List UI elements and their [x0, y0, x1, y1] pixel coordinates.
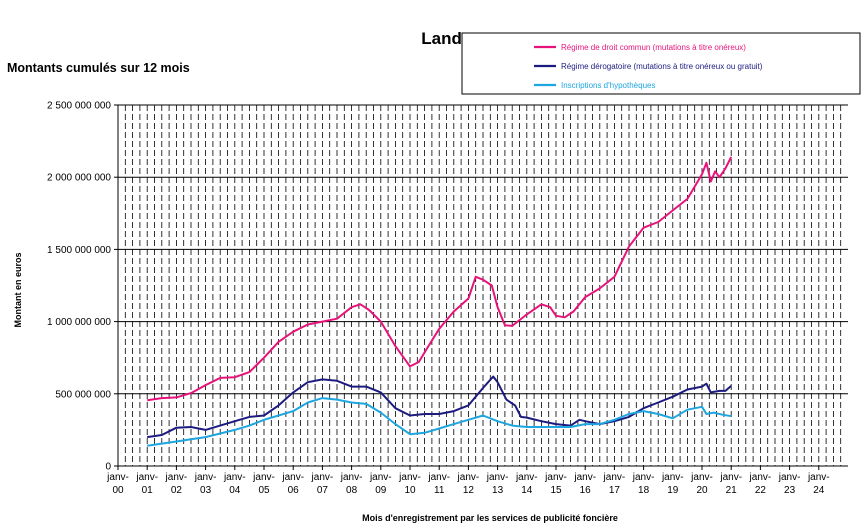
legend-label: Régime de droit commun (mutations à titr… — [561, 43, 746, 52]
x-tick-label-year: 23 — [784, 485, 796, 496]
x-tick-label-year: 18 — [638, 485, 650, 496]
x-tick-label-year: 12 — [463, 485, 475, 496]
x-tick-label-month: janv- — [223, 472, 246, 483]
x-tick-label-year: 10 — [404, 485, 416, 496]
series-lines — [147, 156, 733, 447]
series-line — [147, 397, 732, 447]
x-tick-label-month: janv- — [135, 472, 158, 483]
x-tick-label-year: 11 — [434, 485, 445, 496]
x-tick-label-year: 13 — [492, 485, 504, 496]
x-tick-label-month: janv- — [398, 472, 421, 483]
horizontal-gridlines — [118, 104, 848, 395]
x-tick-label-month: janv- — [807, 472, 830, 483]
x-tick-label-year: 19 — [667, 485, 679, 496]
x-tick-labels: janv- 00 janv- 01 janv- 02 janv- 03 janv- 04 janv-… — [106, 466, 830, 496]
x-tick-label-month: janv- — [515, 472, 538, 483]
x-tick-label-month: janv- — [427, 472, 450, 483]
axes — [117, 105, 848, 467]
x-tick-label-year: 16 — [580, 485, 592, 496]
y-tick-label: 0 — [105, 462, 111, 473]
x-tick-label-month: janv- — [661, 472, 684, 483]
x-tick-label-month: janv- — [603, 472, 626, 483]
x-tick-label-month: janv- — [573, 472, 596, 483]
y-tick-label: 500 000 000 — [55, 389, 111, 400]
series-line — [147, 156, 733, 402]
y-axis-title: Montant en euros — [13, 252, 23, 327]
x-tick-label-month: janv- — [369, 472, 392, 483]
legend-box — [461, 32, 861, 95]
x-tick-label-year: 15 — [550, 485, 562, 496]
chart-subtitle: Montants cumulés sur 12 mois — [7, 61, 190, 75]
x-tick-label-year: 03 — [200, 485, 212, 496]
y-tick-label: 1 000 000 000 — [47, 317, 111, 328]
x-tick-label-month: janv- — [632, 472, 655, 483]
series-line — [147, 375, 732, 439]
y-tick-label: 2 000 000 000 — [47, 173, 111, 184]
y-tick-label: 2 500 000 000 — [47, 101, 111, 112]
x-tick-label-year: 05 — [258, 485, 270, 496]
x-tick-label-year: 14 — [521, 485, 533, 496]
x-tick-label-month: janv- — [106, 472, 129, 483]
x-tick-label-month: janv- — [281, 472, 304, 483]
x-tick-label-year: 22 — [755, 485, 767, 496]
x-tick-label-year: 04 — [229, 485, 241, 496]
x-tick-label-month: janv- — [719, 472, 742, 483]
x-tick-label-month: janv- — [340, 472, 363, 483]
x-tick-label-year: 07 — [317, 485, 329, 496]
x-tick-label-month: janv- — [457, 472, 480, 483]
x-tick-label-month: janv- — [194, 472, 217, 483]
legend-label: Régime dérogatoire (mutations à titre on… — [561, 62, 763, 71]
x-tick-label-month: janv- — [778, 472, 801, 483]
vertical-gridlines — [124, 105, 842, 466]
legend-label: Inscriptions d'hypothèques — [561, 81, 655, 90]
x-tick-label-month: janv- — [749, 472, 772, 483]
x-tick-label-month: janv- — [165, 472, 188, 483]
x-tick-label-year: 09 — [375, 485, 387, 496]
x-tick-label-year: 20 — [696, 485, 708, 496]
x-tick-label-year: 02 — [171, 485, 183, 496]
x-tick-label-year: 08 — [346, 485, 358, 496]
x-tick-label-year: 06 — [288, 485, 300, 496]
y-tick-label: 1 500 000 000 — [47, 245, 111, 256]
y-tick-labels: 0 500 000 000 1 000 000 000 1 500 000 000 2 … — [47, 101, 118, 473]
x-tick-label-year: 01 — [142, 485, 154, 496]
x-tick-label-month: janv- — [544, 472, 567, 483]
x-tick-label-month: janv- — [690, 472, 713, 483]
x-tick-label-year: 00 — [112, 485, 124, 496]
x-axis-title: Mois d'enregistrement par les services d… — [362, 513, 618, 523]
x-tick-label-month: janv- — [486, 472, 509, 483]
x-tick-label-month: janv- — [311, 472, 334, 483]
x-tick-label-month: janv- — [252, 472, 275, 483]
x-tick-label-year: 17 — [609, 485, 621, 496]
x-tick-label-year: 21 — [726, 485, 738, 496]
x-tick-label-year: 24 — [813, 485, 825, 496]
legend: Régime de droit commun (mutations à titr… — [461, 32, 861, 95]
